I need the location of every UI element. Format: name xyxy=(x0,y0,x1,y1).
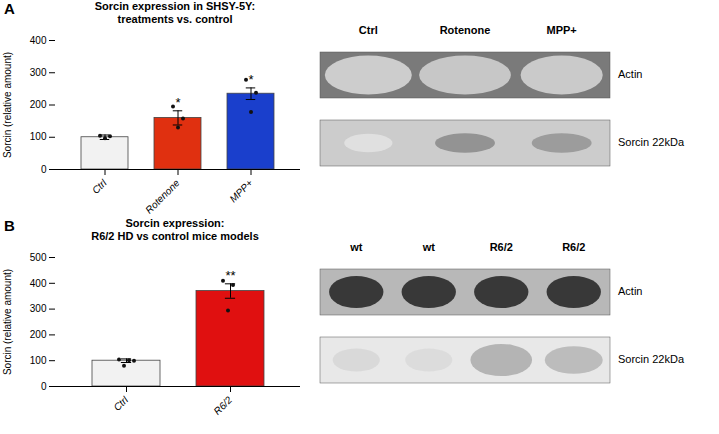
svg-text:R6/2: R6/2 xyxy=(211,394,234,417)
svg-text:0: 0 xyxy=(41,381,47,392)
svg-text:Rotenone: Rotenone xyxy=(440,24,491,36)
svg-text:Actin: Actin xyxy=(618,68,642,80)
svg-text:Sorcin (relative amount): Sorcin (relative amount) xyxy=(2,52,13,158)
svg-text:Sorcin 22kDa: Sorcin 22kDa xyxy=(618,136,685,148)
svg-text:400: 400 xyxy=(30,278,47,289)
svg-text:*: * xyxy=(175,95,180,110)
html-text:B: B xyxy=(4,217,15,234)
svg-text:wt: wt xyxy=(422,241,436,253)
svg-text:Sorcin 22kDa: Sorcin 22kDa xyxy=(618,353,685,365)
svg-text:400: 400 xyxy=(30,35,47,46)
svg-text:500: 500 xyxy=(30,252,47,263)
svg-text:Actin: Actin xyxy=(618,285,642,297)
svg-text:Ctrl: Ctrl xyxy=(359,24,378,36)
html-text:Sorcin expression in SHSY-5Y:: Sorcin expression in SHSY-5Y: treatments… xyxy=(94,0,256,25)
svg-text:MPP+: MPP+ xyxy=(547,24,577,36)
svg-text:Sorcin (relative amount): Sorcin (relative amount) xyxy=(2,269,13,375)
svg-text:Ctrl: Ctrl xyxy=(90,177,109,196)
svg-text:R6/2: R6/2 xyxy=(562,241,585,253)
svg-text:MPP+: MPP+ xyxy=(227,177,254,204)
svg-text:wt: wt xyxy=(349,241,363,253)
svg-text:100: 100 xyxy=(30,131,47,142)
svg-text:Rotenone: Rotenone xyxy=(143,177,182,216)
svg-text:300: 300 xyxy=(30,303,47,314)
svg-text:300: 300 xyxy=(30,67,47,78)
html-text:Sorcin expression: R6/2 HD vs: Sorcin expression: R6/2 HD vs control mi… xyxy=(91,217,259,242)
svg-text:Ctrl: Ctrl xyxy=(111,394,130,413)
svg-text:100: 100 xyxy=(30,355,47,366)
svg-text:*: * xyxy=(248,72,253,87)
html-text:A: A xyxy=(4,0,15,17)
svg-text:0: 0 xyxy=(41,164,47,175)
svg-text:R6/2: R6/2 xyxy=(490,241,513,253)
svg-text:200: 200 xyxy=(30,329,47,340)
svg-text:200: 200 xyxy=(30,99,47,110)
svg-text:**: ** xyxy=(225,268,235,283)
